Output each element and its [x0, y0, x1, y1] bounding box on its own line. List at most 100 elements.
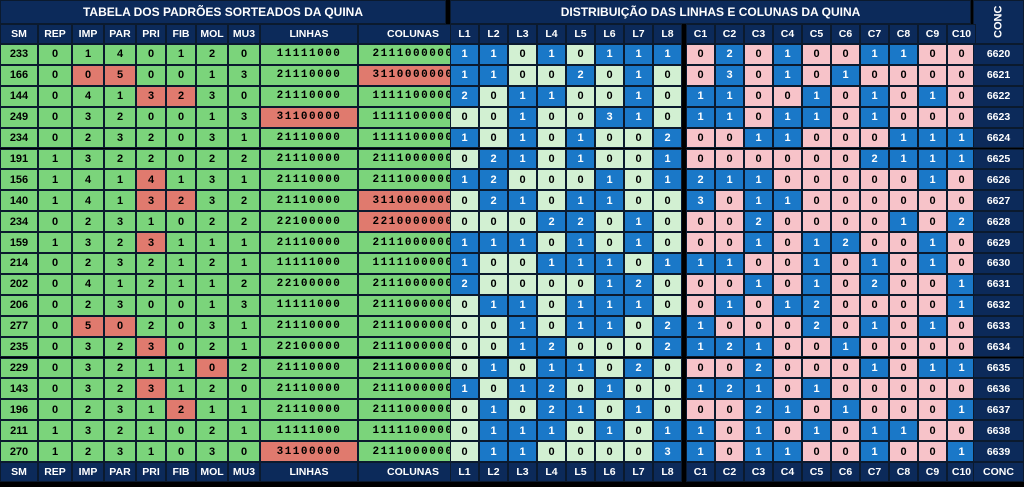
cell-c4: 0 [773, 85, 802, 107]
cell-l7: 1 [624, 399, 653, 421]
cell-l4: 2 [537, 378, 566, 400]
cell-par: 2 [104, 336, 136, 358]
header-l6: L6 [595, 24, 624, 44]
header-l3: L3 [508, 24, 537, 44]
cell-l7: 0 [624, 190, 653, 212]
cell-fib: 0 [166, 420, 196, 442]
cell-pri: 3 [136, 378, 166, 400]
cell-c1: 1 [686, 378, 715, 400]
cell-l5: 1 [566, 232, 595, 253]
cell-c8: 0 [889, 106, 918, 128]
cell-c10: 0 [947, 106, 976, 128]
cell-fib: 2 [166, 399, 196, 421]
cell-l6: 1 [595, 378, 624, 400]
cell-colunas: 2111000000 [358, 378, 468, 400]
cell-mol: 1 [196, 273, 228, 295]
cell-l7: 0 [624, 127, 653, 149]
cell-l2: 1 [479, 232, 508, 253]
cell-imp: 3 [72, 378, 104, 400]
cell-pri: 3 [136, 336, 166, 358]
cell-l3: 1 [508, 378, 537, 400]
cell-sm: 277 [0, 315, 38, 337]
cell-c3: 0 [744, 253, 773, 274]
cell-c10: 1 [947, 127, 976, 149]
cell-l1: 0 [450, 148, 479, 170]
cell-imp: 3 [72, 357, 104, 379]
cell-l2: 0 [479, 336, 508, 358]
cell-c4: 0 [773, 169, 802, 191]
cell-rep: 1 [38, 190, 72, 212]
cell-imp: 2 [72, 441, 104, 462]
cell-l4: 0 [537, 294, 566, 316]
cell-imp: 3 [72, 232, 104, 253]
cell-l3: 1 [508, 85, 537, 107]
cell-l4: 0 [537, 232, 566, 253]
cell-l6: 0 [595, 64, 624, 86]
header-c6-bottom: C6 [831, 462, 860, 482]
cell-c5: 0 [802, 441, 831, 462]
cell-mol: 0 [196, 357, 228, 379]
header-sm: SM [0, 24, 38, 44]
cell-rep: 0 [38, 315, 72, 337]
cell-fib: 1 [166, 357, 196, 379]
cell-l3: 1 [508, 127, 537, 149]
cell-par: 2 [104, 378, 136, 400]
cell-l4: 1 [537, 253, 566, 274]
cell-c4: 0 [773, 148, 802, 170]
cell-linhas: 21110000 [260, 315, 358, 337]
cell-c3: 0 [744, 85, 773, 107]
header-c10-bottom: C10 [947, 462, 976, 482]
cell-c3: 1 [744, 420, 773, 442]
header-c7-bottom: C7 [860, 462, 889, 482]
header-c3: C3 [744, 24, 773, 44]
cell-c4: 0 [773, 232, 802, 253]
cell-l6: 0 [595, 399, 624, 421]
cell-l5: 0 [566, 336, 595, 358]
right-table-title: DISTRIBUIÇÃO DAS LINHAS E COLUNAS DA QUI… [450, 0, 971, 24]
header-linhas-bottom: LINHAS [260, 462, 358, 482]
header-c9: C9 [918, 24, 947, 44]
cell-colunas: 3110000000 [358, 64, 468, 86]
header-l2-bottom: L2 [479, 462, 508, 482]
cell-c9: 0 [918, 294, 947, 316]
cell-sm: 144 [0, 85, 38, 107]
cell-mol: 2 [196, 211, 228, 233]
cell-linhas: 21110000 [260, 232, 358, 253]
cell-mu3: 3 [228, 106, 260, 128]
cell-l5: 0 [566, 169, 595, 191]
header-fib: FIB [166, 24, 196, 44]
cell-c2: 0 [715, 399, 744, 421]
cell-c8: 0 [889, 232, 918, 253]
cell-rep: 1 [38, 148, 72, 170]
cell-c3: 1 [744, 273, 773, 295]
cell-mol: 3 [196, 127, 228, 149]
cell-l8: 1 [653, 253, 682, 274]
cell-l1: 0 [450, 399, 479, 421]
cell-colunas: 2111000000 [358, 44, 468, 65]
cell-mu3: 1 [228, 169, 260, 191]
cell-mu3: 1 [228, 420, 260, 442]
cell-c7: 0 [860, 399, 889, 421]
cell-imp: 3 [72, 148, 104, 170]
cell-l4: 1 [537, 44, 566, 65]
cell-c6: 1 [831, 336, 860, 358]
cell-c2: 0 [715, 190, 744, 212]
cell-c9: 1 [918, 315, 947, 337]
cell-l6: 1 [595, 169, 624, 191]
cell-pri: 0 [136, 64, 166, 86]
header-fib-bottom: FIB [166, 462, 196, 482]
cell-c9: 1 [918, 169, 947, 191]
cell-mol: 1 [196, 106, 228, 128]
cell-l3: 1 [508, 315, 537, 337]
cell-c10: 1 [947, 294, 976, 316]
cell-c6: 0 [831, 127, 860, 149]
cell-c10: 0 [947, 44, 976, 65]
cell-c5: 0 [802, 169, 831, 191]
cell-sm: 235 [0, 336, 38, 358]
cell-fib: 0 [166, 315, 196, 337]
cell-c4: 0 [773, 253, 802, 274]
cell-linhas: 31100000 [260, 106, 358, 128]
cell-mu3: 1 [228, 253, 260, 274]
header-l7-bottom: L7 [624, 462, 653, 482]
header-c7: C7 [860, 24, 889, 44]
